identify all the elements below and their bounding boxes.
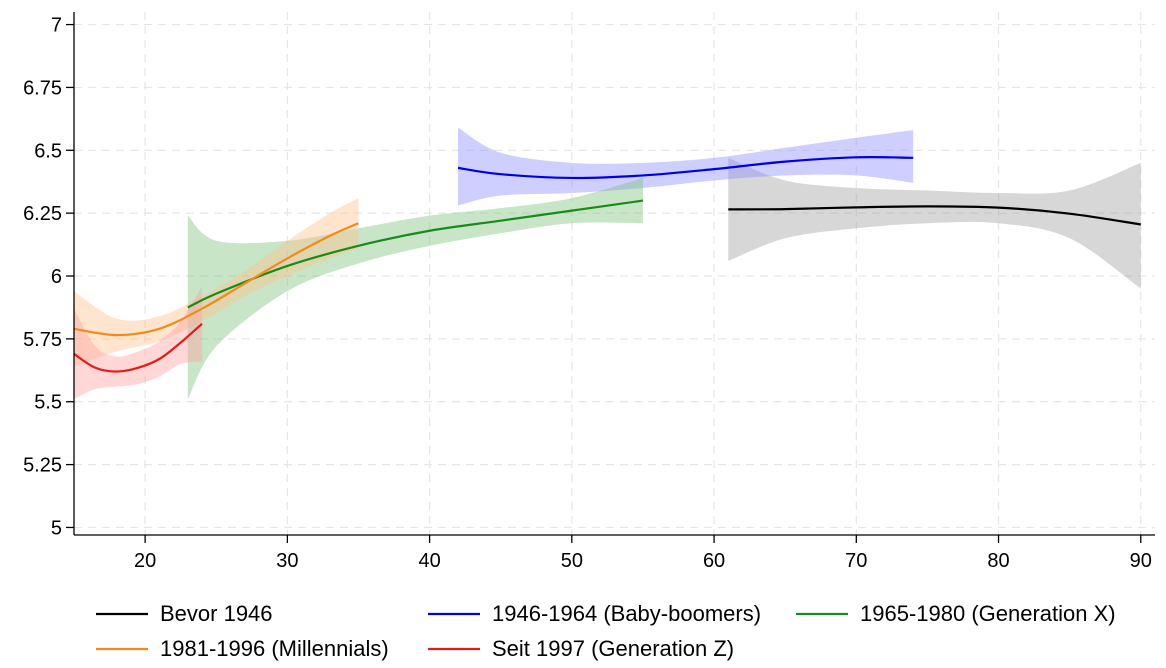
y-tick-label: 6.25 [23, 203, 62, 225]
axes: 5 5.25 5.5 5.75 6 6.25 6.5 6.75 7 20 30 40 50 60 70 80 9… [23, 12, 1155, 572]
series-line-0 [728, 205, 1141, 226]
legend-label-4: Seit 1997 (Generation Z) [492, 636, 734, 661]
x-tick-label: 60 [703, 550, 725, 572]
y-tick-label: 6.5 [34, 140, 62, 162]
series-lines [73, 156, 1141, 373]
y-tick-label: 6 [51, 266, 62, 288]
grid [74, 12, 1155, 535]
series-line-2 [187, 199, 644, 309]
x-tick-label: 40 [418, 550, 440, 572]
legend-label-1: 1946-1964 (Baby-boomers) [492, 601, 761, 626]
y-tick-label: 7 [51, 15, 62, 37]
series-line-4 [73, 322, 203, 373]
y-tick-label: 5.75 [23, 329, 62, 351]
x-tick-label: 30 [276, 550, 298, 572]
x-tick-label: 20 [134, 550, 156, 572]
y-tick-label: 6.75 [23, 77, 62, 99]
legend: Bevor 1946 1946-1964 (Baby-boomers) 1965-1… [96, 601, 1116, 661]
x-tick-label: 50 [561, 550, 583, 572]
series-line-3 [73, 222, 359, 337]
confidence-band-0 [728, 157, 1141, 289]
x-tick-label: 80 [987, 550, 1009, 572]
y-tick-label: 5 [51, 517, 62, 539]
x-tick-label: 90 [1130, 550, 1152, 572]
confidence-band-3 [74, 198, 359, 367]
y-tick-label: 5.25 [23, 455, 62, 477]
confidence-band-1 [458, 127, 914, 206]
y-tick-label: 5.5 [34, 392, 62, 414]
legend-label-3: 1981-1996 (Millennials) [160, 636, 389, 661]
confidence-band-2 [187, 177, 643, 400]
series-line-1 [457, 156, 914, 180]
legend-label-2: 1965-1980 (Generation X) [860, 601, 1116, 626]
x-tick-label: 70 [845, 550, 867, 572]
legend-label-0: Bevor 1946 [160, 601, 273, 626]
